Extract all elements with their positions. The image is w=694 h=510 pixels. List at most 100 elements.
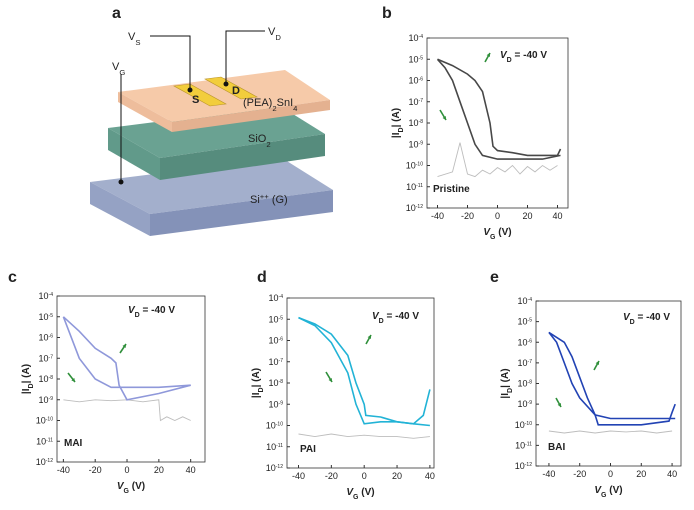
text-part: D bbox=[135, 312, 140, 319]
tick-base: 10 bbox=[518, 317, 528, 327]
x-tick-label: 20 bbox=[392, 471, 402, 481]
tick-exponent: -9 bbox=[279, 400, 284, 406]
tick-exponent: -9 bbox=[49, 396, 54, 402]
y-tick-label: 10-7 bbox=[518, 358, 533, 368]
y-tick-label: 10-5 bbox=[409, 54, 424, 64]
tick-exponent: -9 bbox=[528, 400, 533, 406]
tick-base: 10 bbox=[518, 296, 528, 306]
y-tick-label: 10-11 bbox=[266, 442, 283, 452]
y-tick-label: 10-8 bbox=[269, 378, 284, 388]
source-electrode bbox=[173, 83, 227, 107]
tick-exponent: -12 bbox=[525, 462, 532, 468]
sweep-arrowhead bbox=[595, 361, 599, 365]
tick-base: 10 bbox=[518, 399, 528, 409]
tick-base: 10 bbox=[39, 374, 49, 384]
sample-label: BAI bbox=[548, 442, 565, 453]
tick-exponent: -8 bbox=[279, 379, 284, 385]
transfer-curve bbox=[548, 430, 673, 434]
panel-label: e bbox=[490, 269, 499, 286]
x-axis-label: VG (V) bbox=[594, 485, 622, 499]
y-tick-label: 10-12 bbox=[515, 461, 532, 471]
y-tick-label: 10-10 bbox=[36, 416, 53, 426]
text-part: S bbox=[135, 38, 140, 47]
text-part: SnI bbox=[277, 97, 294, 109]
sample-label: PAI bbox=[300, 444, 316, 455]
contact-dot bbox=[223, 81, 229, 87]
tick-base: 10 bbox=[39, 333, 49, 343]
transfer-curve bbox=[436, 58, 561, 160]
tick-exponent: -5 bbox=[528, 318, 533, 324]
tick-base: 10 bbox=[518, 358, 528, 368]
semiconductor-label: (PEA)2SnI4 bbox=[243, 97, 298, 113]
text-part: ++ bbox=[260, 192, 269, 201]
tick-base: 10 bbox=[518, 337, 528, 347]
x-tick-label: 40 bbox=[667, 469, 677, 479]
text-part: V bbox=[128, 31, 136, 43]
text-part: = -40 V bbox=[140, 305, 176, 316]
bias-annotation: VD = -40 V bbox=[623, 312, 670, 326]
tick-exponent: -10 bbox=[276, 422, 283, 428]
tick-exponent: -9 bbox=[419, 140, 424, 146]
y-tick-label: 10-4 bbox=[39, 291, 54, 301]
y-tick-label: 10-10 bbox=[515, 420, 532, 430]
text-part: D bbox=[507, 57, 512, 64]
semiconductor-front bbox=[172, 100, 330, 132]
tick-exponent: -12 bbox=[46, 458, 53, 464]
sweep-arrowhead bbox=[328, 378, 332, 382]
text-part: G bbox=[124, 488, 130, 495]
semiconductor-side bbox=[118, 92, 172, 132]
transfer-curve bbox=[548, 331, 676, 420]
x-tick-label: 40 bbox=[186, 465, 196, 475]
dielectric-top bbox=[108, 106, 325, 158]
tick-base: 10 bbox=[36, 436, 46, 446]
tick-exponent: -10 bbox=[416, 162, 423, 168]
y-axis-label: |ID| (A) bbox=[500, 368, 514, 398]
text-part: D bbox=[398, 127, 405, 132]
tick-exponent: -7 bbox=[528, 359, 533, 365]
transfer-curve bbox=[298, 433, 430, 439]
tick-base: 10 bbox=[39, 312, 49, 322]
x-tick-label: 0 bbox=[125, 465, 130, 475]
x-tick-label: 40 bbox=[552, 211, 562, 221]
text-part: (V) bbox=[359, 487, 375, 498]
tick-base: 10 bbox=[39, 353, 49, 363]
y-tick-label: 10-8 bbox=[409, 118, 424, 128]
text-part: | (A) bbox=[251, 368, 262, 387]
tick-exponent: -4 bbox=[49, 292, 54, 298]
tick-exponent: -6 bbox=[49, 334, 54, 340]
tick-base: 10 bbox=[409, 33, 419, 43]
tick-base: 10 bbox=[515, 461, 525, 471]
transfer-curve bbox=[62, 316, 191, 389]
sample-label: MAI bbox=[64, 438, 83, 449]
x-axis-label: VG (V) bbox=[346, 487, 374, 501]
tick-base: 10 bbox=[269, 399, 279, 409]
y-tick-label: 10-7 bbox=[409, 97, 424, 107]
sweep-arrowhead bbox=[71, 378, 75, 382]
text-part: SiO bbox=[248, 133, 267, 145]
gate-voltage-label: VG bbox=[112, 61, 125, 77]
y-tick-label: 10-9 bbox=[518, 399, 533, 409]
text-part: D bbox=[630, 319, 635, 326]
gate-front bbox=[150, 190, 333, 236]
y-tick-label: 10-7 bbox=[39, 353, 54, 363]
text-part: V bbox=[623, 312, 631, 323]
x-tick-label: 0 bbox=[362, 471, 367, 481]
tick-exponent: -10 bbox=[46, 417, 53, 423]
y-tick-label: 10-11 bbox=[36, 436, 53, 446]
text-part: D bbox=[275, 33, 281, 42]
y-tick-label: 10-6 bbox=[409, 76, 424, 86]
tick-base: 10 bbox=[515, 420, 525, 430]
text-part: = -40 V bbox=[512, 50, 548, 61]
tick-exponent: -5 bbox=[279, 315, 284, 321]
x-tick-label: 20 bbox=[636, 469, 646, 479]
tick-exponent: -10 bbox=[525, 421, 532, 427]
text-part: 2 bbox=[266, 140, 270, 149]
text-part: (PEA) bbox=[243, 97, 272, 109]
text-part: V bbox=[346, 487, 354, 498]
text-part: V bbox=[112, 61, 120, 73]
tick-base: 10 bbox=[36, 457, 46, 467]
tick-base: 10 bbox=[406, 161, 416, 171]
tick-exponent: -4 bbox=[528, 297, 533, 303]
sweep-arrowhead bbox=[557, 403, 561, 407]
y-tick-label: 10-9 bbox=[269, 399, 284, 409]
